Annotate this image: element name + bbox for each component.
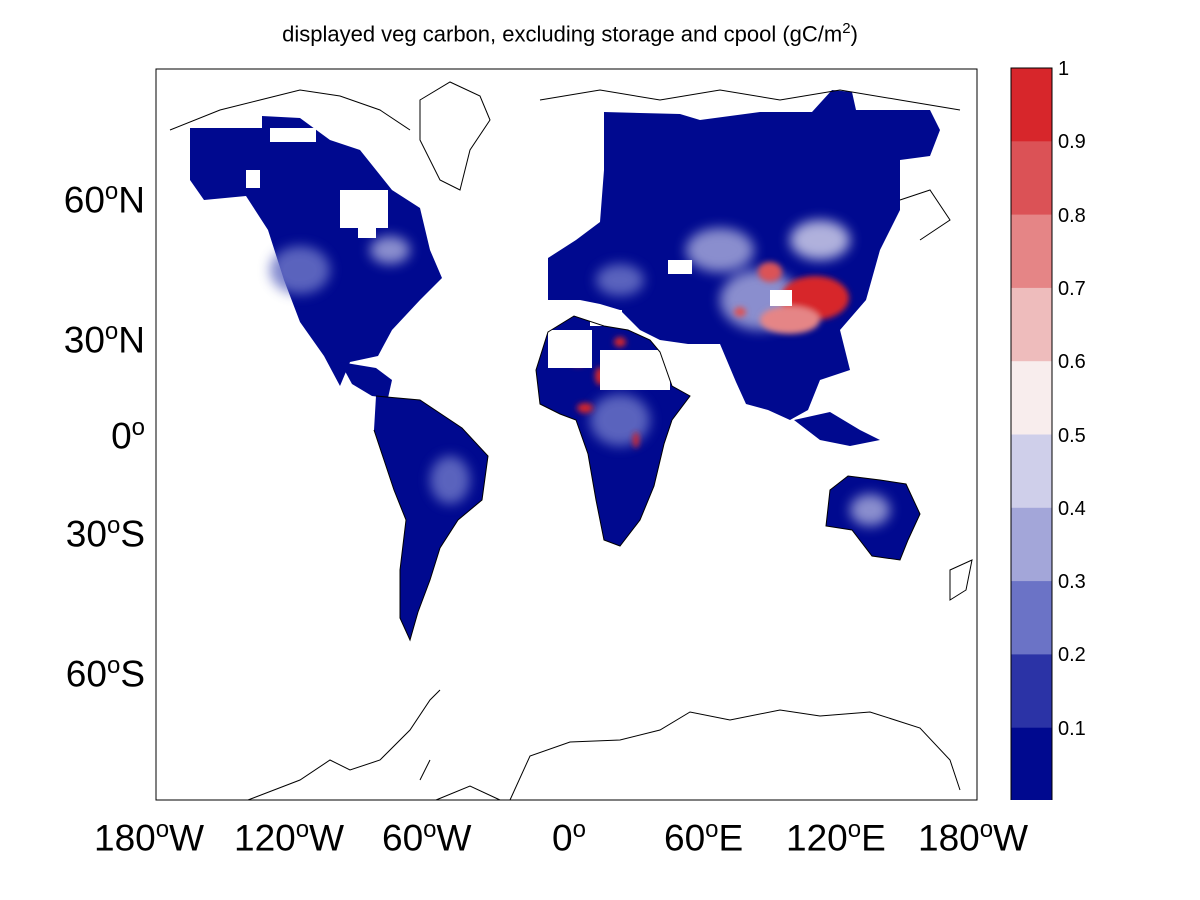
vegetation-carbon-field xyxy=(190,90,940,640)
lon-label-120w: 120oW xyxy=(234,816,345,859)
new-zealand-coast xyxy=(949,559,973,601)
colorbar-swatch xyxy=(1011,507,1052,582)
antarctic-peninsula-coast xyxy=(247,689,441,801)
colorbar-swatch xyxy=(1011,654,1052,729)
se-asia-islands-region xyxy=(794,412,880,446)
arctic-coast xyxy=(169,89,961,131)
colorbar-label: 0.9 xyxy=(1058,131,1086,154)
lon-label-0: 0o xyxy=(552,816,586,859)
lat-label-0: 0o xyxy=(111,414,145,457)
colorbar-swatch xyxy=(1011,727,1052,800)
no-data-holes xyxy=(246,128,792,390)
colorbar-label: 0.6 xyxy=(1058,351,1086,374)
greenland-coast xyxy=(419,81,491,191)
lat-label-30s: 30oS xyxy=(65,512,145,555)
colorbar-swatch xyxy=(1011,434,1052,509)
colorbar-swatch xyxy=(1011,361,1052,435)
colorbar-label: 0.5 xyxy=(1058,424,1086,447)
lon-label-180w: 180oW xyxy=(94,816,205,859)
lat-label-30n: 30oN xyxy=(63,318,145,361)
lon-label-180w-right: 180oW xyxy=(918,816,1029,859)
colorbar-label: 0.1 xyxy=(1058,717,1086,740)
central-america-region xyxy=(340,362,392,398)
colorbar-label: 0.2 xyxy=(1058,644,1086,667)
lon-label-120e: 120oE xyxy=(786,816,886,859)
title-superscript: 2 xyxy=(842,20,851,37)
australia-coast xyxy=(825,475,921,561)
colorbar-label: 0.8 xyxy=(1058,204,1086,227)
colorbar xyxy=(1010,67,1053,800)
coastlines xyxy=(169,81,973,801)
title-text: displayed veg carbon, excluding storage … xyxy=(282,21,843,47)
chart-title: displayed veg carbon, excluding storage … xyxy=(150,20,990,47)
antarctica-coast xyxy=(435,709,961,801)
colorbar-swatch xyxy=(1011,141,1052,216)
lat-label-60s: 60oS xyxy=(65,652,145,695)
colorbar-swatch xyxy=(1011,214,1052,289)
colorbar-label: 0.3 xyxy=(1058,571,1086,594)
colorbar-label: 1 xyxy=(1058,58,1070,80)
colorbar-frame xyxy=(1010,67,1053,800)
lon-label-60w: 60oW xyxy=(382,816,472,859)
colorbar-swatch xyxy=(1011,287,1052,362)
lat-label-60n: 60oN xyxy=(63,178,145,221)
colorbar-swatch xyxy=(1011,68,1052,142)
africa-coast xyxy=(535,315,691,547)
lon-label-60e: 60oE xyxy=(664,816,744,859)
south-america-coast xyxy=(373,395,489,642)
colorbar-swatch xyxy=(1011,581,1052,655)
colorbar-label: 0.4 xyxy=(1058,497,1086,520)
japan-coast xyxy=(899,189,951,241)
south-america-region xyxy=(374,396,488,640)
colorbar-label: 0.7 xyxy=(1058,277,1086,300)
title-close: ) xyxy=(850,21,858,47)
